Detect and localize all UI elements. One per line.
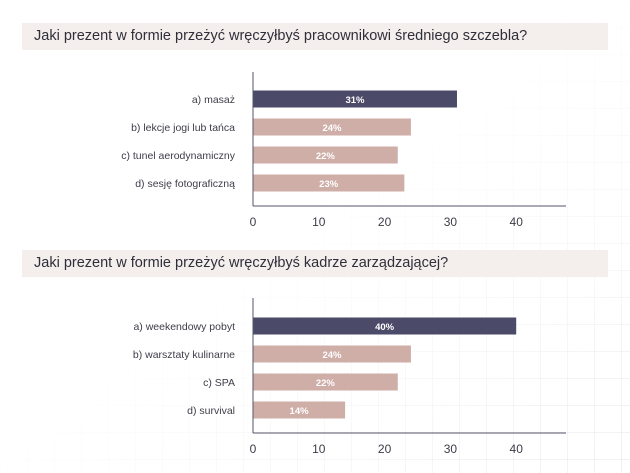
- bar: [253, 317, 517, 335]
- bar-value-label: 23%: [319, 179, 339, 190]
- bar: [253, 146, 398, 164]
- bar: [253, 345, 411, 363]
- category-label: a) masaż: [192, 94, 235, 106]
- chart-1-title: Jaki prezent w formie przeżyć wręczyłbyś…: [22, 23, 608, 50]
- x-tick-label: 40: [510, 442, 524, 456]
- bar-value-label: 14%: [290, 406, 310, 417]
- x-tick-label: 20: [378, 442, 392, 456]
- bar-value-label: 40%: [375, 322, 395, 333]
- chart-2-title: Jaki prezent w formie przeżyć wręczyłbyś…: [22, 250, 608, 277]
- x-tick-label: 0: [250, 215, 257, 229]
- x-tick-label: 10: [312, 442, 326, 456]
- x-tick-label: 20: [378, 215, 392, 229]
- category-label: d) sesję fotograficzną: [135, 178, 235, 190]
- bar: [253, 118, 411, 136]
- bar-value-label: 22%: [316, 378, 336, 389]
- bar-value-label: 24%: [322, 123, 342, 134]
- bar: [253, 373, 398, 391]
- x-tick-label: 10: [312, 215, 326, 229]
- category-label: a) weekendowy pobyt: [133, 321, 235, 333]
- bar-value-label: 31%: [345, 95, 365, 106]
- bar-value-label: 24%: [322, 350, 342, 361]
- x-tick-label: 0: [250, 442, 257, 456]
- bar: [253, 174, 405, 192]
- category-label: b) lekcje jogi lub tańca: [131, 122, 235, 134]
- x-tick-label: 30: [444, 215, 458, 229]
- category-label: b) warsztaty kulinarne: [133, 349, 235, 361]
- x-tick-label: 40: [510, 215, 524, 229]
- category-label: d) survival: [187, 405, 235, 417]
- category-label: c) tunel aerodynamiczny: [121, 150, 236, 162]
- x-tick-label: 30: [444, 442, 458, 456]
- category-label: c) SPA: [203, 377, 235, 389]
- bar-value-label: 22%: [316, 151, 336, 162]
- chart-2: a) weekendowy pobyt 40% b) warsztaty kulin…: [133, 298, 566, 456]
- bar: [253, 401, 346, 419]
- chart-1: a) masaż 31% b) lekcje jogi lub tańca 24% c)…: [121, 72, 566, 229]
- bar: [253, 90, 457, 108]
